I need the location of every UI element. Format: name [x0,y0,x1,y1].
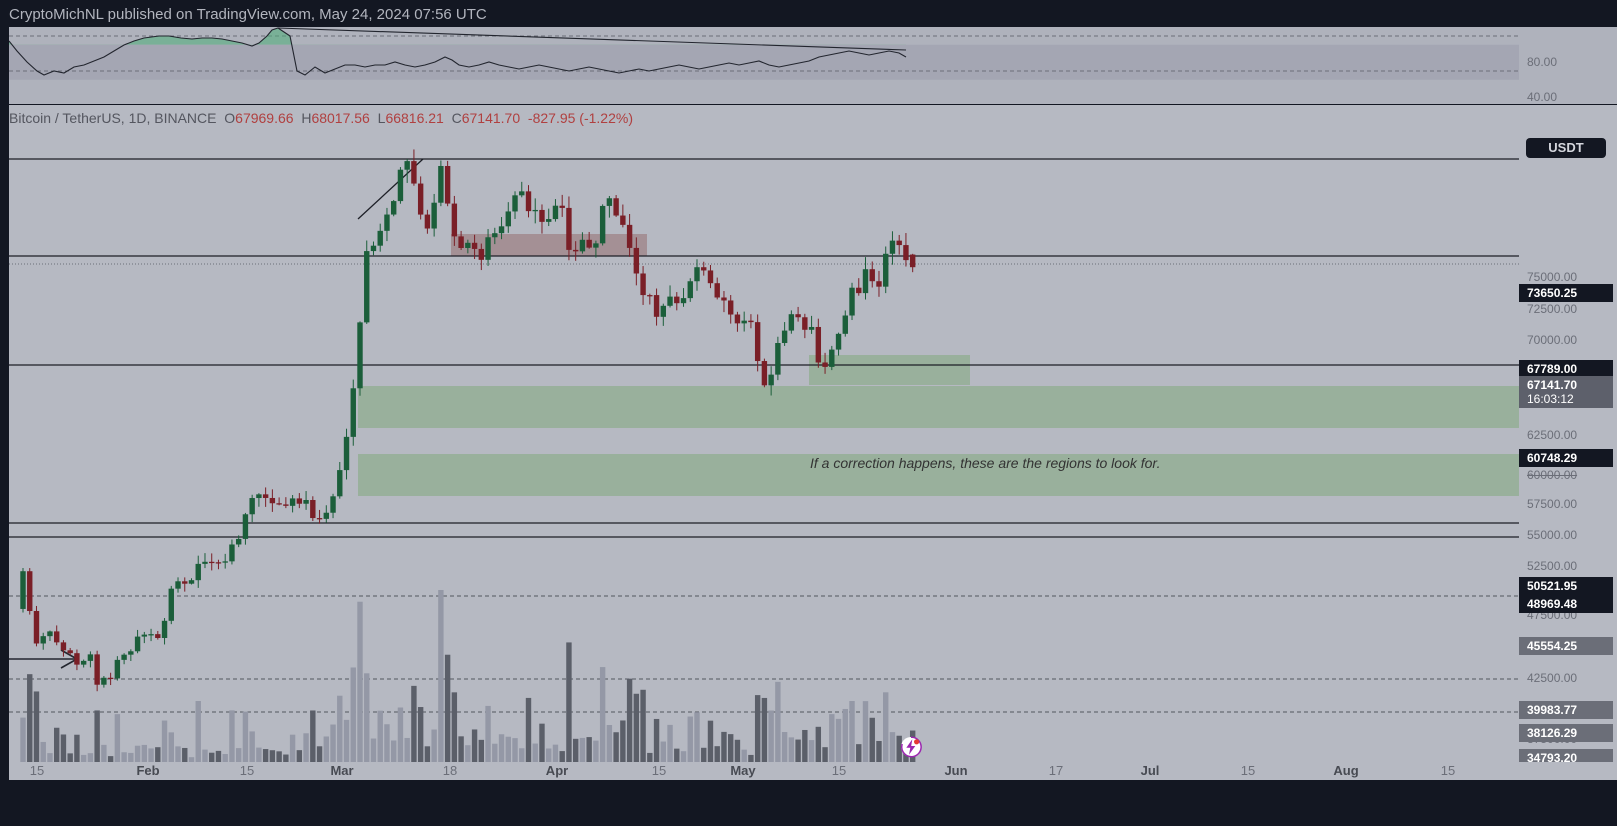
svg-text:If a correction happens, these: If a correction happens, these are the r… [810,455,1160,471]
